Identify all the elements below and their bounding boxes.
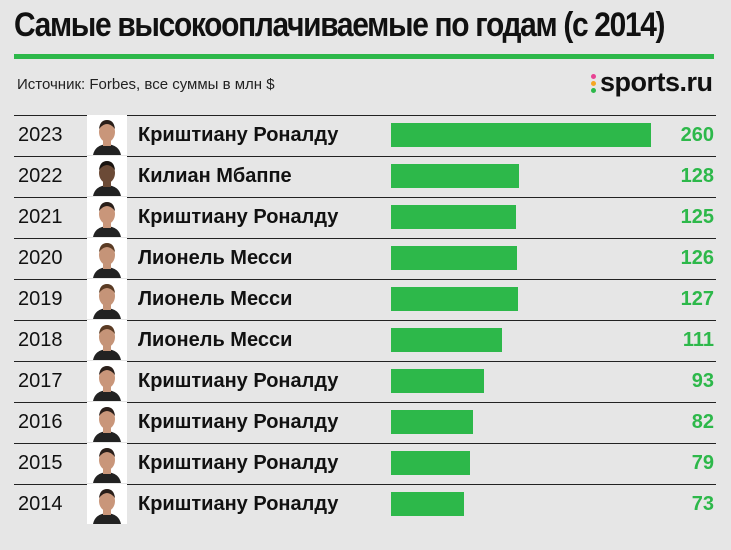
bar-track — [391, 328, 656, 352]
logo-text: sports.ru — [600, 66, 713, 97]
bar-value-label: 126 — [680, 246, 714, 269]
sports-ru-logo[interactable]: sports.ru — [591, 64, 713, 100]
bar-track — [391, 123, 656, 147]
player-name: Криштиану Роналду — [138, 492, 339, 515]
bar — [391, 164, 519, 188]
player-name: Криштиану Роналду — [138, 123, 339, 146]
chart-title: Самые высокооплачиваемые по годам (с 201… — [14, 6, 666, 44]
player-name: Криштиану Роналду — [138, 205, 339, 228]
messi-photo — [87, 320, 127, 360]
bar-value-label: 128 — [680, 164, 714, 187]
bar-track — [391, 451, 656, 475]
mbappe-photo — [87, 156, 127, 196]
row-divider — [14, 320, 716, 321]
year-label: 2016 — [18, 410, 63, 433]
bar-value-label: 79 — [691, 451, 714, 474]
bar-track — [391, 369, 656, 393]
bar — [391, 328, 502, 352]
row-divider — [14, 279, 716, 280]
bar — [391, 410, 473, 434]
row-divider — [14, 443, 716, 444]
bar-value-label: 111 — [682, 328, 714, 351]
ronaldo-photo — [87, 115, 127, 155]
bar-chart: 2023 Криштиану Роналду 260 2022 Килиан Мбапп… — [14, 115, 716, 525]
bar — [391, 451, 470, 475]
bar — [391, 246, 517, 270]
player-name: Криштиану Роналду — [138, 369, 339, 392]
chart-row: 2014 Криштиану Роналду 73 — [14, 484, 716, 524]
year-label: 2023 — [18, 123, 63, 146]
bar — [391, 123, 651, 147]
player-name: Лионель Месси — [138, 246, 293, 269]
player-name: Лионель Месси — [138, 328, 293, 351]
bar-track — [391, 205, 656, 229]
bar — [391, 287, 518, 311]
chart-row: 2022 Килиан Мбаппе 128 — [14, 156, 716, 196]
player-name: Лионель Месси — [138, 287, 293, 310]
chart-row: 2017 Криштиану Роналду 93 — [14, 361, 716, 401]
row-divider — [14, 156, 716, 157]
messi-photo — [87, 279, 127, 319]
ronaldo-photo — [87, 484, 127, 524]
logo-dot — [591, 73, 596, 79]
logo-dot — [591, 80, 596, 86]
chart-row: 2019 Лионель Месси 127 — [14, 279, 716, 319]
chart-row: 2023 Криштиану Роналду 260 — [14, 115, 716, 155]
ronaldo-photo — [87, 402, 127, 442]
player-name: Килиан Мбаппе — [138, 164, 292, 187]
year-label: 2017 — [18, 369, 63, 392]
player-name: Криштиану Роналду — [138, 410, 339, 433]
row-divider — [14, 361, 716, 362]
row-divider — [14, 402, 716, 403]
player-name: Криштиану Роналду — [138, 451, 339, 474]
bar-track — [391, 410, 656, 434]
bar — [391, 369, 484, 393]
ronaldo-photo — [87, 197, 127, 237]
source-note: Источник: Forbes, все суммы в млн $ — [17, 76, 275, 93]
year-label: 2019 — [18, 287, 63, 310]
bar-value-label: 260 — [680, 123, 714, 146]
chart-row: 2016 Криштиану Роналду 82 — [14, 402, 716, 442]
title-underline — [14, 54, 714, 59]
row-divider — [14, 115, 716, 116]
year-label: 2020 — [18, 246, 63, 269]
bar-track — [391, 246, 656, 270]
row-divider — [14, 484, 716, 485]
year-label: 2021 — [18, 205, 63, 228]
bar-track — [391, 287, 656, 311]
row-divider — [14, 197, 716, 198]
chart-row: 2020 Лионель Месси 126 — [14, 238, 716, 278]
logo-dot — [591, 87, 596, 93]
bar-value-label: 125 — [680, 205, 714, 228]
chart-row: 2021 Криштиану Роналду 125 — [14, 197, 716, 237]
bar-value-label: 82 — [691, 410, 714, 433]
row-divider — [14, 238, 716, 239]
messi-photo — [87, 238, 127, 278]
year-label: 2014 — [18, 492, 63, 515]
bar-track — [391, 164, 656, 188]
year-label: 2018 — [18, 328, 63, 351]
bar-track — [391, 492, 656, 516]
chart-row: 2015 Криштиану Роналду 79 — [14, 443, 716, 483]
bar — [391, 205, 516, 229]
year-label: 2015 — [18, 451, 63, 474]
logo-dots-icon — [591, 73, 596, 93]
bar-value-label: 93 — [691, 369, 714, 392]
year-label: 2022 — [18, 164, 63, 187]
ronaldo-photo — [87, 443, 127, 483]
bar — [391, 492, 464, 516]
bar-value-label: 73 — [691, 492, 714, 515]
chart-row: 2018 Лионель Месси 111 — [14, 320, 716, 360]
bar-value-label: 127 — [680, 287, 714, 310]
ronaldo-photo — [87, 361, 127, 401]
